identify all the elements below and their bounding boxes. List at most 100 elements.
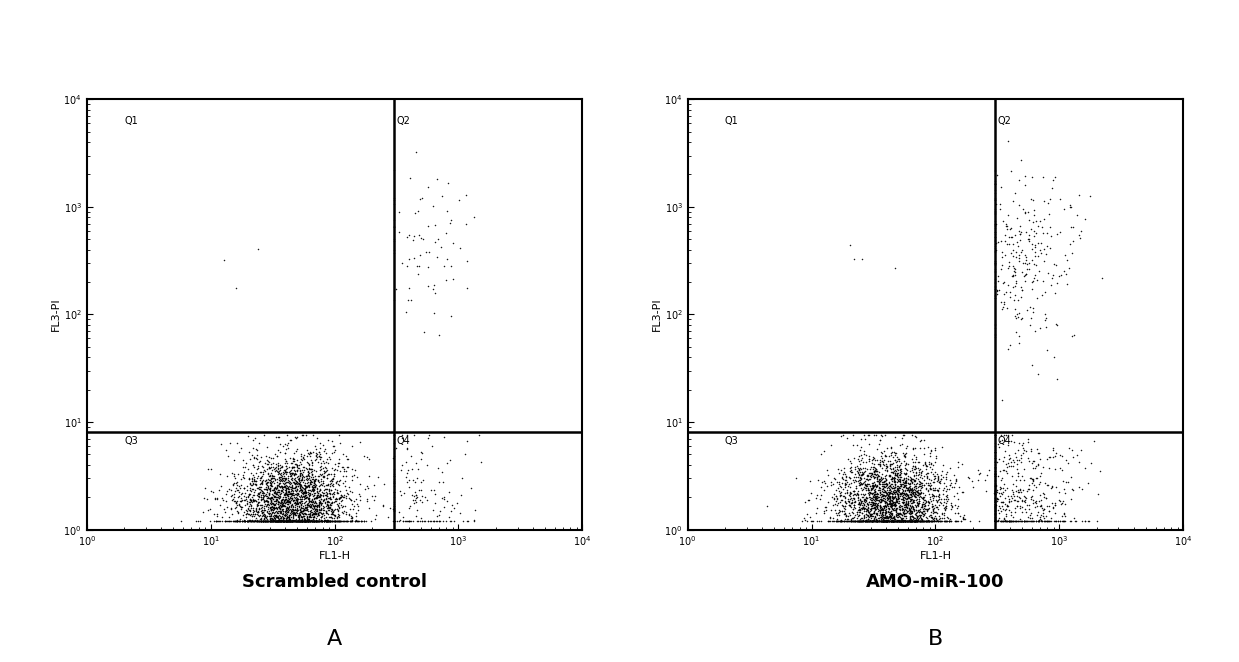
Point [867,516,887,526]
Point [285,516,305,526]
Point [888,497,908,508]
Point [297,504,317,514]
Point [875,500,895,511]
Point [406,490,426,500]
Point [281,489,301,499]
Point [1037,516,1057,526]
Point [903,485,923,496]
Point [286,432,306,442]
Point [852,468,872,479]
Point [243,450,263,461]
Point [285,498,305,508]
Point [310,497,330,508]
Point [870,461,890,471]
Point [250,456,270,467]
Point [252,486,271,496]
Point [295,516,315,526]
Point [304,512,323,523]
Point [869,509,888,520]
Point [862,499,882,510]
Point [243,494,263,504]
Point [834,516,854,526]
Point [294,506,313,516]
Point [280,516,300,526]
Point [420,516,440,526]
Point [276,483,296,493]
Point [927,508,947,518]
Point [237,481,256,492]
Point [891,489,911,499]
Point [866,514,886,524]
Point [922,516,942,526]
Point [259,516,279,526]
Point [843,513,862,524]
Point [268,505,287,516]
Point [317,453,337,464]
Point [259,516,279,526]
Point [292,473,312,483]
Point [279,502,299,512]
Point [332,516,352,526]
Point [882,516,902,526]
Point [301,455,321,465]
Point [985,509,1005,520]
Point [374,479,394,489]
Point [247,516,266,526]
Point [985,487,1005,498]
Point [276,489,296,499]
Point [300,508,320,519]
Point [994,514,1014,524]
Point [304,430,323,441]
Point [418,459,437,470]
Point [247,453,266,464]
Point [302,508,322,519]
Point [1022,474,1042,485]
Point [871,501,891,512]
Point [302,516,322,526]
Point [330,512,349,522]
Point [914,470,934,481]
Point [892,498,912,508]
Point [834,516,854,526]
Point [265,516,285,526]
Point [322,463,342,473]
Point [865,469,885,479]
Point [1000,450,1020,461]
Point [286,486,306,496]
Point [963,476,983,487]
Point [305,498,325,508]
Point [1012,502,1032,512]
Point [861,510,881,520]
Point [456,219,476,230]
Point [918,486,938,496]
Point [985,516,1005,526]
Point [912,500,932,510]
Point [1025,242,1044,252]
Point [243,442,263,453]
Point [913,516,933,526]
Point [269,505,289,516]
Point [922,458,942,469]
Point [888,484,908,495]
Point [901,516,921,526]
Point [886,500,906,510]
Point [989,501,1009,512]
Point [311,514,331,525]
Point [881,460,901,471]
Point [869,489,888,499]
Point [891,502,911,513]
Point [225,498,245,508]
Point [270,481,290,491]
Point [880,488,900,498]
Point [304,516,323,526]
Point [850,514,870,525]
Point [1016,227,1036,238]
Point [300,489,320,500]
Point [276,516,296,526]
Point [243,504,263,515]
Point [424,516,444,526]
Point [997,483,1017,493]
Point [269,516,289,526]
Point [1018,434,1038,444]
Point [337,471,357,482]
